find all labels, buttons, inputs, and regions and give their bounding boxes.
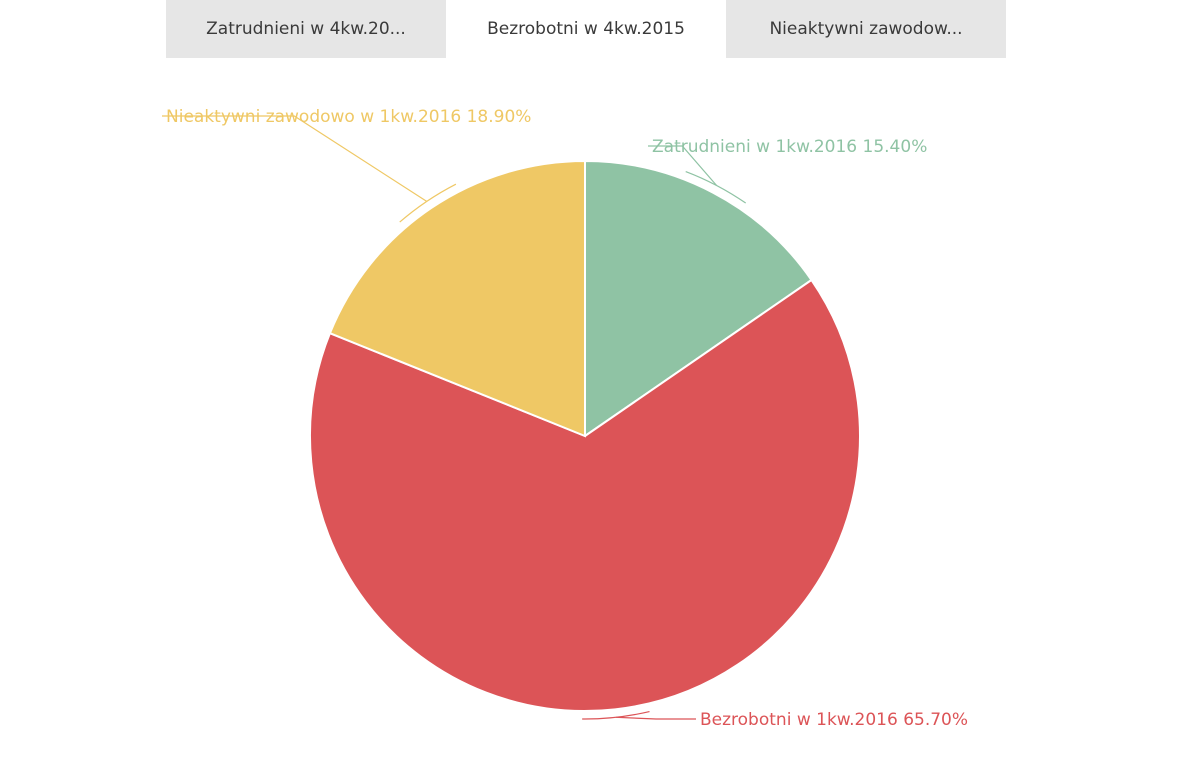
pie-slice-label: Zatrudnieni w 1kw.2016 15.40% — [652, 137, 927, 157]
tab-zatrudnieni[interactable]: Zatrudnieni w 4kw.20... — [166, 0, 446, 58]
pie-label-arc — [582, 710, 650, 720]
pie-slice[interactable] — [309, 278, 861, 712]
pie-slice[interactable] — [584, 159, 813, 438]
pie-label-arc — [685, 170, 747, 204]
tab-bar: Zatrudnieni w 4kw.20... Bezrobotni w 4kw… — [166, 0, 1006, 58]
tab-bezrobotni[interactable]: Bezrobotni w 4kw.2015 — [446, 0, 726, 58]
pie-label-connector — [616, 716, 696, 720]
pie-slice-label: Nieaktywni zawodowo w 1kw.2016 18.90% — [166, 107, 531, 127]
pie-label-arc — [399, 183, 457, 223]
pie-slice[interactable] — [328, 159, 586, 438]
pie-label-connector — [648, 145, 718, 186]
pie-label-connector — [162, 115, 428, 202]
pie-slice-label: Bezrobotni w 1kw.2016 65.70% — [700, 710, 968, 730]
tab-nieaktywni[interactable]: Nieaktywni zawodow... — [726, 0, 1006, 58]
